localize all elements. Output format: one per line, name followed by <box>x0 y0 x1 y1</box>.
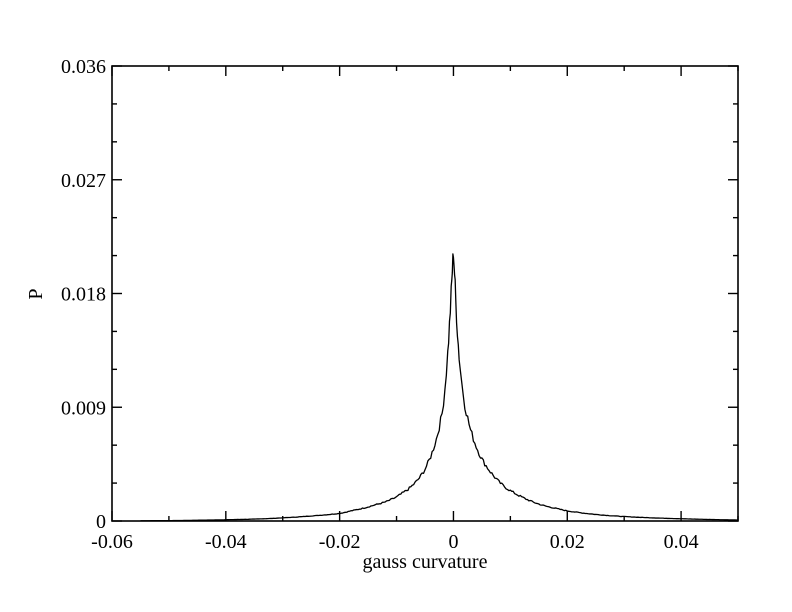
x-axis-title: gauss curvature <box>363 551 488 573</box>
y-tick-label: 0.018 <box>61 284 106 306</box>
y-tick-label: 0.009 <box>61 397 106 419</box>
x-tick-label: 0 <box>448 531 458 553</box>
x-tick-label: -0.04 <box>205 531 247 553</box>
series-line <box>140 253 739 522</box>
y-tick-label: 0.027 <box>61 170 106 192</box>
y-tick-label: 0.036 <box>61 56 106 78</box>
axis-ticks <box>111 65 739 522</box>
x-tick-label: -0.02 <box>319 531 361 553</box>
plot-frame <box>111 65 739 522</box>
y-axis-title: P <box>25 288 47 299</box>
x-tick-label: 0.04 <box>664 531 699 553</box>
y-tick-label: 0 <box>96 511 106 533</box>
x-tick-label: -0.06 <box>91 531 133 553</box>
tick-labels: -0.06 -0.04 -0.02 0 0.02 0.04 0 0.009 0.018 0.027… <box>61 56 699 553</box>
x-tick-label: 0.02 <box>550 531 585 553</box>
